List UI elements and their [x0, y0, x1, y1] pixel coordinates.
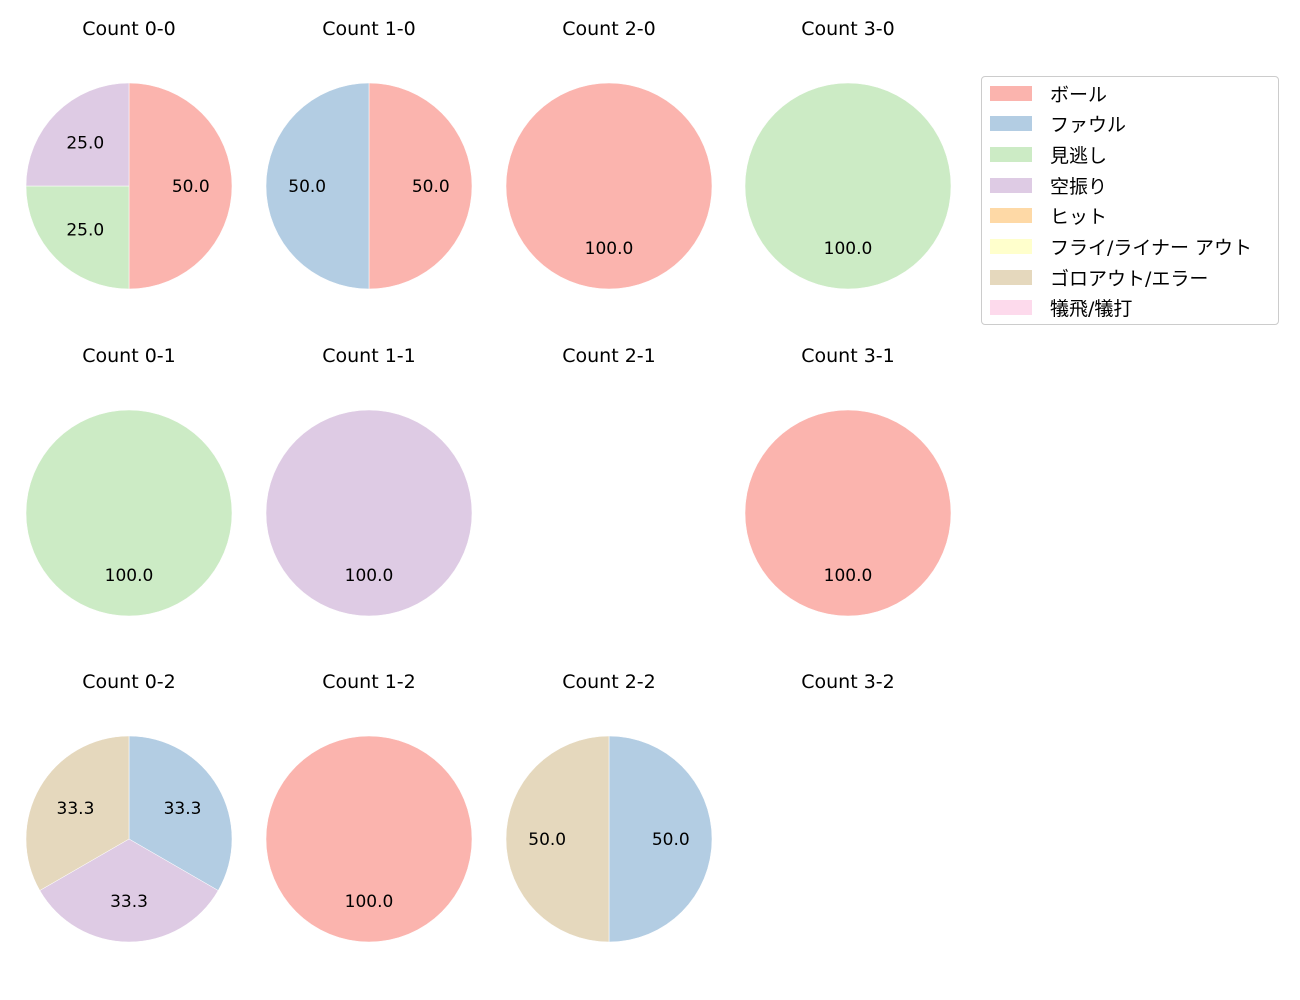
pie-slice-label: 100.0	[824, 239, 873, 259]
chart-title: Count 3-2	[801, 671, 895, 693]
legend-label: ゴロアウト/エラー	[1050, 267, 1209, 290]
pie-slice-label: 100.0	[585, 239, 634, 259]
chart-title: Count 2-2	[562, 671, 656, 693]
legend-label: 犠飛/犠打	[1050, 298, 1133, 321]
pie-chart: 100.0	[744, 409, 952, 617]
pie-slice-label: 100.0	[345, 566, 394, 586]
legend-item: ファウル	[990, 114, 1126, 136]
pie-chart: 100.0	[25, 409, 233, 617]
legend: ボールファウル見逃し空振りヒットフライ/ライナー アウト ゴロアウト/エラー 犠飛/…	[981, 76, 1279, 325]
chart-title: Count 0-2	[82, 671, 176, 693]
pie-slice-label: 33.3	[110, 892, 148, 912]
pie-slice-label: 100.0	[824, 566, 873, 586]
chart-title: Count 3-0	[801, 18, 895, 40]
chart-title: Count 1-0	[322, 18, 416, 40]
legend-item: 見逃し	[990, 144, 1107, 167]
chart-title: Count 3-1	[801, 345, 895, 367]
legend-label: ボール	[1050, 83, 1108, 106]
pie-slice	[25, 735, 130, 891]
pie-slice-label: 50.0	[412, 177, 450, 197]
legend-label: フライ/ライナー アウト	[1050, 237, 1253, 259]
chart-title: Count 2-0	[562, 18, 656, 40]
legend-item: 空振り	[990, 175, 1107, 198]
pie-slice	[265, 735, 473, 943]
legend-swatch	[990, 177, 1032, 193]
pie-slice-label: 50.0	[172, 177, 210, 197]
pie-slice-label: 25.0	[66, 133, 104, 153]
legend-item: 犠飛/犠打	[990, 298, 1132, 320]
legend-label: ファウル	[1050, 114, 1127, 137]
pie-chart: 50.0 50.0	[505, 735, 713, 943]
pie-slice	[505, 82, 713, 290]
chart-title: Count 2-1	[562, 345, 656, 367]
legend-label: 見逃し	[1050, 144, 1108, 167]
legend-item: ゴロアウト/エラー	[990, 267, 1208, 290]
pie-slice	[608, 735, 713, 943]
pie-slice-label: 50.0	[652, 830, 690, 850]
pie-chart: 50.0 50.0	[265, 82, 473, 290]
pie-slice-label: 33.3	[57, 799, 95, 819]
legend-swatch	[990, 146, 1032, 162]
pie-slice-label: 100.0	[105, 566, 154, 586]
pie-slice	[128, 735, 233, 891]
legend-swatch	[990, 269, 1032, 285]
legend-swatch	[990, 85, 1032, 101]
pie-chart: 100.0	[744, 82, 952, 290]
pie-slice	[744, 82, 952, 290]
pie-slice	[25, 185, 130, 290]
pie-slice	[744, 409, 952, 617]
pie-chart: 100.0	[505, 82, 713, 290]
chart-title: Count 1-1	[322, 345, 416, 367]
legend-item: フライ/ライナー アウト	[990, 237, 1252, 259]
legend-item: ボール	[990, 83, 1107, 106]
pie-slice	[25, 82, 130, 187]
pie-chart: 100.0	[265, 735, 473, 943]
pie-slice-label: 25.0	[66, 221, 104, 241]
legend-item: ヒット	[990, 206, 1107, 228]
pie-slice-label: 50.0	[288, 177, 326, 197]
legend-swatch	[990, 300, 1032, 316]
chart-title: Count 0-0	[82, 18, 176, 40]
legend-label: ヒット	[1050, 206, 1108, 229]
pie-chart: 100.0	[265, 409, 473, 617]
pie-slice-label: 100.0	[345, 892, 394, 912]
chart-title: Count 1-2	[322, 671, 416, 693]
pie-slice	[128, 82, 233, 290]
legend-label: 空振り	[1050, 175, 1108, 198]
legend-swatch	[990, 239, 1032, 254]
pie-slice	[265, 409, 473, 617]
chart-title: Count 0-1	[82, 345, 176, 367]
pie-chart: 33.3 33.3 33.3	[25, 735, 233, 943]
pie-slice-label: 33.3	[164, 799, 202, 819]
pie-slice	[25, 409, 233, 617]
legend-swatch	[990, 116, 1032, 132]
legend-swatch	[990, 208, 1032, 224]
pie-slice-label: 50.0	[528, 830, 566, 850]
pie-slice	[265, 82, 370, 290]
pie-chart: 50.0 25.0 25.0	[25, 82, 233, 290]
pie-slice	[368, 82, 473, 290]
pie-slice	[505, 735, 610, 943]
